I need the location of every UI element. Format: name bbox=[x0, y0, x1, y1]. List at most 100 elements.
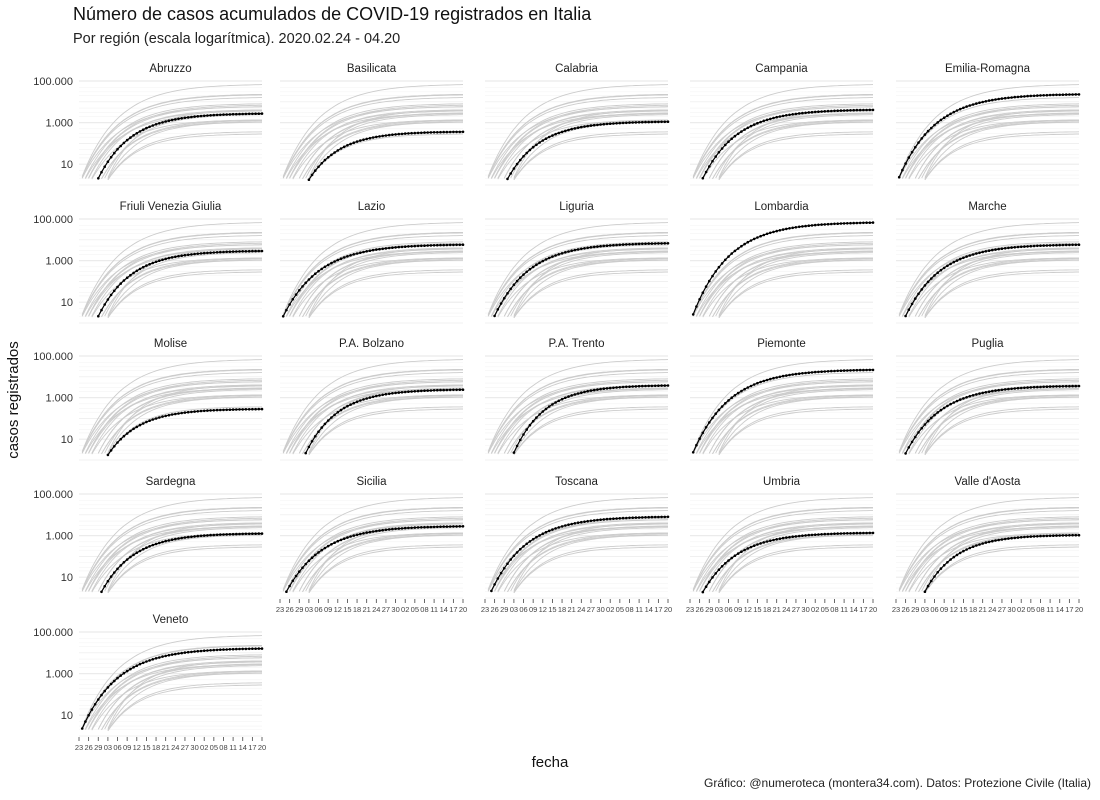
data-point bbox=[109, 293, 113, 297]
background-series-line bbox=[487, 369, 668, 453]
data-point bbox=[254, 112, 257, 115]
data-point bbox=[512, 167, 516, 170]
data-point bbox=[400, 527, 404, 530]
data-point bbox=[122, 141, 126, 145]
data-point bbox=[650, 242, 654, 245]
data-point bbox=[219, 250, 222, 254]
data-point bbox=[254, 647, 257, 650]
background-series-line bbox=[81, 232, 262, 316]
data-point bbox=[333, 541, 336, 544]
data-point bbox=[1039, 385, 1042, 389]
data-point bbox=[714, 155, 717, 158]
x-tick-label: 26 bbox=[901, 605, 909, 614]
x-tick-label: 21 bbox=[773, 605, 781, 614]
background-series-line bbox=[81, 510, 262, 591]
data-point bbox=[743, 242, 746, 246]
data-point bbox=[936, 411, 939, 414]
data-point bbox=[1055, 534, 1058, 537]
background-series-line bbox=[494, 104, 668, 179]
data-point bbox=[580, 247, 583, 251]
data-point bbox=[400, 245, 404, 249]
background-series-line bbox=[91, 660, 262, 730]
data-point bbox=[177, 537, 180, 540]
data-point bbox=[423, 525, 426, 529]
data-point bbox=[413, 526, 417, 529]
background-series-line bbox=[702, 119, 873, 180]
background-series-line bbox=[81, 507, 262, 591]
data-point bbox=[592, 245, 596, 249]
data-point bbox=[304, 451, 308, 455]
data-point bbox=[323, 422, 327, 426]
data-point bbox=[1019, 386, 1023, 390]
y-tick-label: 1.000 bbox=[45, 393, 73, 405]
data-point bbox=[174, 255, 177, 259]
background-series-line bbox=[81, 235, 262, 316]
data-point bbox=[307, 559, 311, 562]
data-point bbox=[981, 391, 984, 395]
x-tick-label: 14 bbox=[850, 605, 858, 614]
data-point bbox=[962, 256, 965, 260]
x-tick-label: 12 bbox=[334, 605, 342, 614]
x-tick-label: 26 bbox=[84, 743, 92, 752]
data-point bbox=[634, 242, 638, 246]
data-point bbox=[942, 564, 946, 567]
data-point bbox=[231, 408, 235, 411]
data-point bbox=[781, 536, 785, 540]
data-point bbox=[930, 126, 933, 130]
data-point bbox=[190, 410, 193, 414]
background-series-line bbox=[84, 241, 263, 317]
highlight-series-line bbox=[97, 113, 263, 179]
data-point bbox=[660, 384, 663, 387]
data-point bbox=[288, 303, 291, 306]
data-point bbox=[100, 590, 103, 594]
data-point bbox=[381, 528, 385, 532]
background-series-line bbox=[91, 384, 262, 454]
data-point bbox=[602, 122, 606, 126]
data-point bbox=[621, 516, 625, 520]
data-point bbox=[852, 221, 855, 225]
data-point bbox=[97, 698, 100, 701]
data-point bbox=[615, 243, 618, 247]
data-point bbox=[420, 389, 423, 393]
data-point bbox=[955, 553, 959, 557]
data-point bbox=[871, 108, 875, 112]
data-point bbox=[375, 135, 378, 139]
background-series-line bbox=[302, 396, 464, 455]
data-point bbox=[858, 531, 862, 535]
data-point bbox=[410, 526, 413, 530]
data-point bbox=[797, 534, 801, 538]
data-point bbox=[391, 246, 394, 249]
data-point bbox=[570, 394, 573, 397]
x-tick-label: 24 bbox=[372, 605, 380, 614]
data-point bbox=[794, 535, 798, 538]
data-point bbox=[810, 110, 814, 114]
data-point bbox=[109, 575, 113, 578]
background-series-line bbox=[302, 534, 464, 593]
data-point bbox=[519, 276, 522, 279]
data-point bbox=[836, 532, 839, 535]
data-point bbox=[371, 248, 375, 252]
data-point bbox=[788, 227, 791, 230]
data-point bbox=[997, 388, 1000, 392]
data-point bbox=[978, 251, 981, 255]
data-point bbox=[461, 388, 465, 392]
data-point bbox=[1007, 537, 1010, 540]
data-point bbox=[704, 170, 708, 174]
background-series-line bbox=[282, 372, 463, 453]
data-point bbox=[557, 253, 561, 256]
data-point bbox=[206, 534, 209, 537]
data-point bbox=[612, 517, 615, 520]
data-point bbox=[314, 435, 317, 438]
data-point bbox=[958, 398, 962, 401]
data-point bbox=[868, 531, 872, 535]
data-point bbox=[826, 532, 830, 536]
data-point bbox=[515, 551, 519, 554]
background-series-line bbox=[282, 222, 464, 315]
data-point bbox=[448, 243, 452, 247]
data-point bbox=[1061, 93, 1065, 96]
data-point bbox=[910, 440, 914, 444]
data-point bbox=[720, 262, 724, 265]
data-point bbox=[637, 516, 641, 519]
